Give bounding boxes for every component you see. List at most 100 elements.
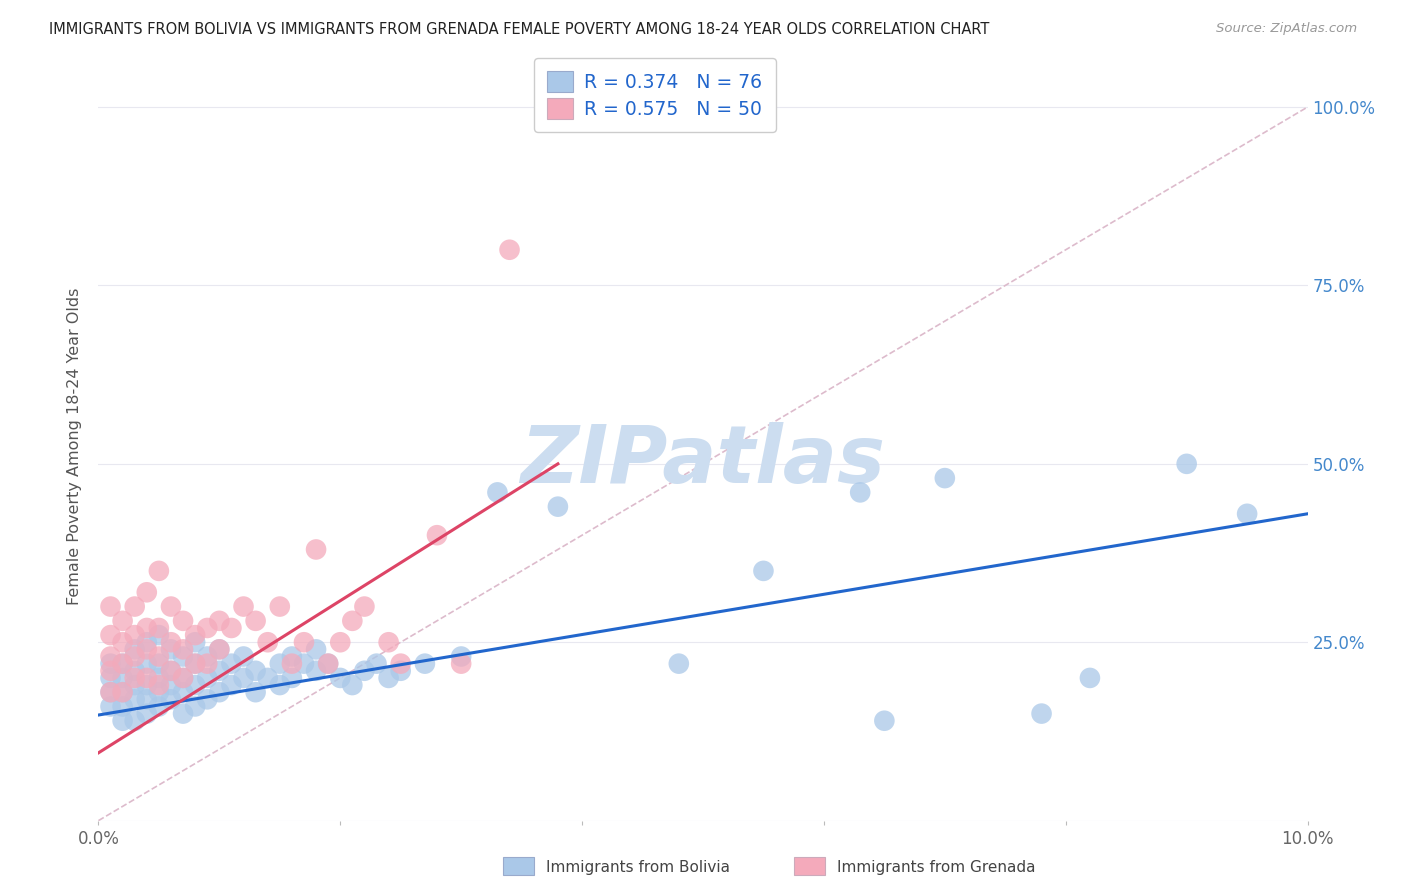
Text: IMMIGRANTS FROM BOLIVIA VS IMMIGRANTS FROM GRENADA FEMALE POVERTY AMONG 18-24 YE: IMMIGRANTS FROM BOLIVIA VS IMMIGRANTS FR… — [49, 22, 990, 37]
Point — [148, 657, 170, 671]
Point — [124, 599, 146, 614]
Point — [256, 671, 278, 685]
Point — [160, 635, 183, 649]
Point — [305, 642, 328, 657]
Point — [668, 657, 690, 671]
Point — [547, 500, 569, 514]
Point — [124, 649, 146, 664]
Point — [172, 706, 194, 721]
Point — [184, 635, 207, 649]
Point — [135, 657, 157, 671]
Point — [269, 657, 291, 671]
Point — [111, 614, 134, 628]
Point — [934, 471, 956, 485]
Point — [486, 485, 509, 500]
Point — [172, 685, 194, 699]
Point — [353, 664, 375, 678]
Point — [184, 657, 207, 671]
Point — [100, 664, 122, 678]
Point — [245, 664, 267, 678]
Point — [221, 678, 243, 692]
Point — [208, 642, 231, 657]
Point — [148, 621, 170, 635]
Point — [208, 614, 231, 628]
Point — [281, 671, 304, 685]
Point — [292, 635, 315, 649]
Point — [281, 649, 304, 664]
Point — [100, 657, 122, 671]
Point — [1031, 706, 1053, 721]
Y-axis label: Female Poverty Among 18-24 Year Olds: Female Poverty Among 18-24 Year Olds — [67, 287, 83, 605]
Point — [232, 599, 254, 614]
Point — [160, 599, 183, 614]
Point — [305, 542, 328, 557]
Point — [498, 243, 520, 257]
Point — [316, 657, 339, 671]
Point — [172, 671, 194, 685]
Point — [100, 649, 122, 664]
Legend: R = 0.374   N = 76, R = 0.575   N = 50: R = 0.374 N = 76, R = 0.575 N = 50 — [534, 58, 776, 132]
Point — [100, 685, 122, 699]
Point — [111, 714, 134, 728]
Point — [160, 678, 183, 692]
Point — [135, 621, 157, 635]
Point — [111, 657, 134, 671]
Point — [221, 621, 243, 635]
Text: Immigrants from Grenada: Immigrants from Grenada — [837, 861, 1035, 875]
Point — [1236, 507, 1258, 521]
Text: ZIPatlas: ZIPatlas — [520, 422, 886, 500]
Point — [124, 714, 146, 728]
Point — [329, 635, 352, 649]
Point — [232, 649, 254, 664]
Point — [184, 678, 207, 692]
Point — [111, 671, 134, 685]
Point — [148, 685, 170, 699]
Point — [172, 649, 194, 664]
Point — [195, 649, 218, 664]
Point — [111, 657, 134, 671]
Point — [195, 657, 218, 671]
Point — [450, 649, 472, 664]
Point — [148, 671, 170, 685]
Point — [160, 664, 183, 678]
Point — [752, 564, 775, 578]
Point — [135, 692, 157, 706]
Point — [148, 564, 170, 578]
Text: Source: ZipAtlas.com: Source: ZipAtlas.com — [1216, 22, 1357, 36]
Point — [305, 664, 328, 678]
Point — [148, 628, 170, 642]
Point — [329, 671, 352, 685]
Point — [135, 585, 157, 599]
Point — [269, 678, 291, 692]
Point — [342, 678, 364, 692]
Point — [148, 649, 170, 664]
Point — [389, 657, 412, 671]
Point — [100, 599, 122, 614]
Point — [135, 671, 157, 685]
Point — [124, 692, 146, 706]
Point — [377, 635, 399, 649]
Point — [342, 614, 364, 628]
Point — [111, 685, 134, 699]
Point — [366, 657, 388, 671]
Point — [245, 614, 267, 628]
Point — [135, 642, 157, 657]
Point — [195, 671, 218, 685]
Point — [172, 671, 194, 685]
Point — [148, 678, 170, 692]
Point — [256, 635, 278, 649]
Point — [160, 692, 183, 706]
Point — [184, 699, 207, 714]
Point — [1175, 457, 1198, 471]
Point — [100, 699, 122, 714]
Point — [849, 485, 872, 500]
Point — [160, 642, 183, 657]
Point — [269, 599, 291, 614]
Point — [292, 657, 315, 671]
Point — [148, 699, 170, 714]
Point — [208, 664, 231, 678]
Point — [873, 714, 896, 728]
Point — [172, 614, 194, 628]
Point — [111, 699, 134, 714]
Point — [124, 678, 146, 692]
